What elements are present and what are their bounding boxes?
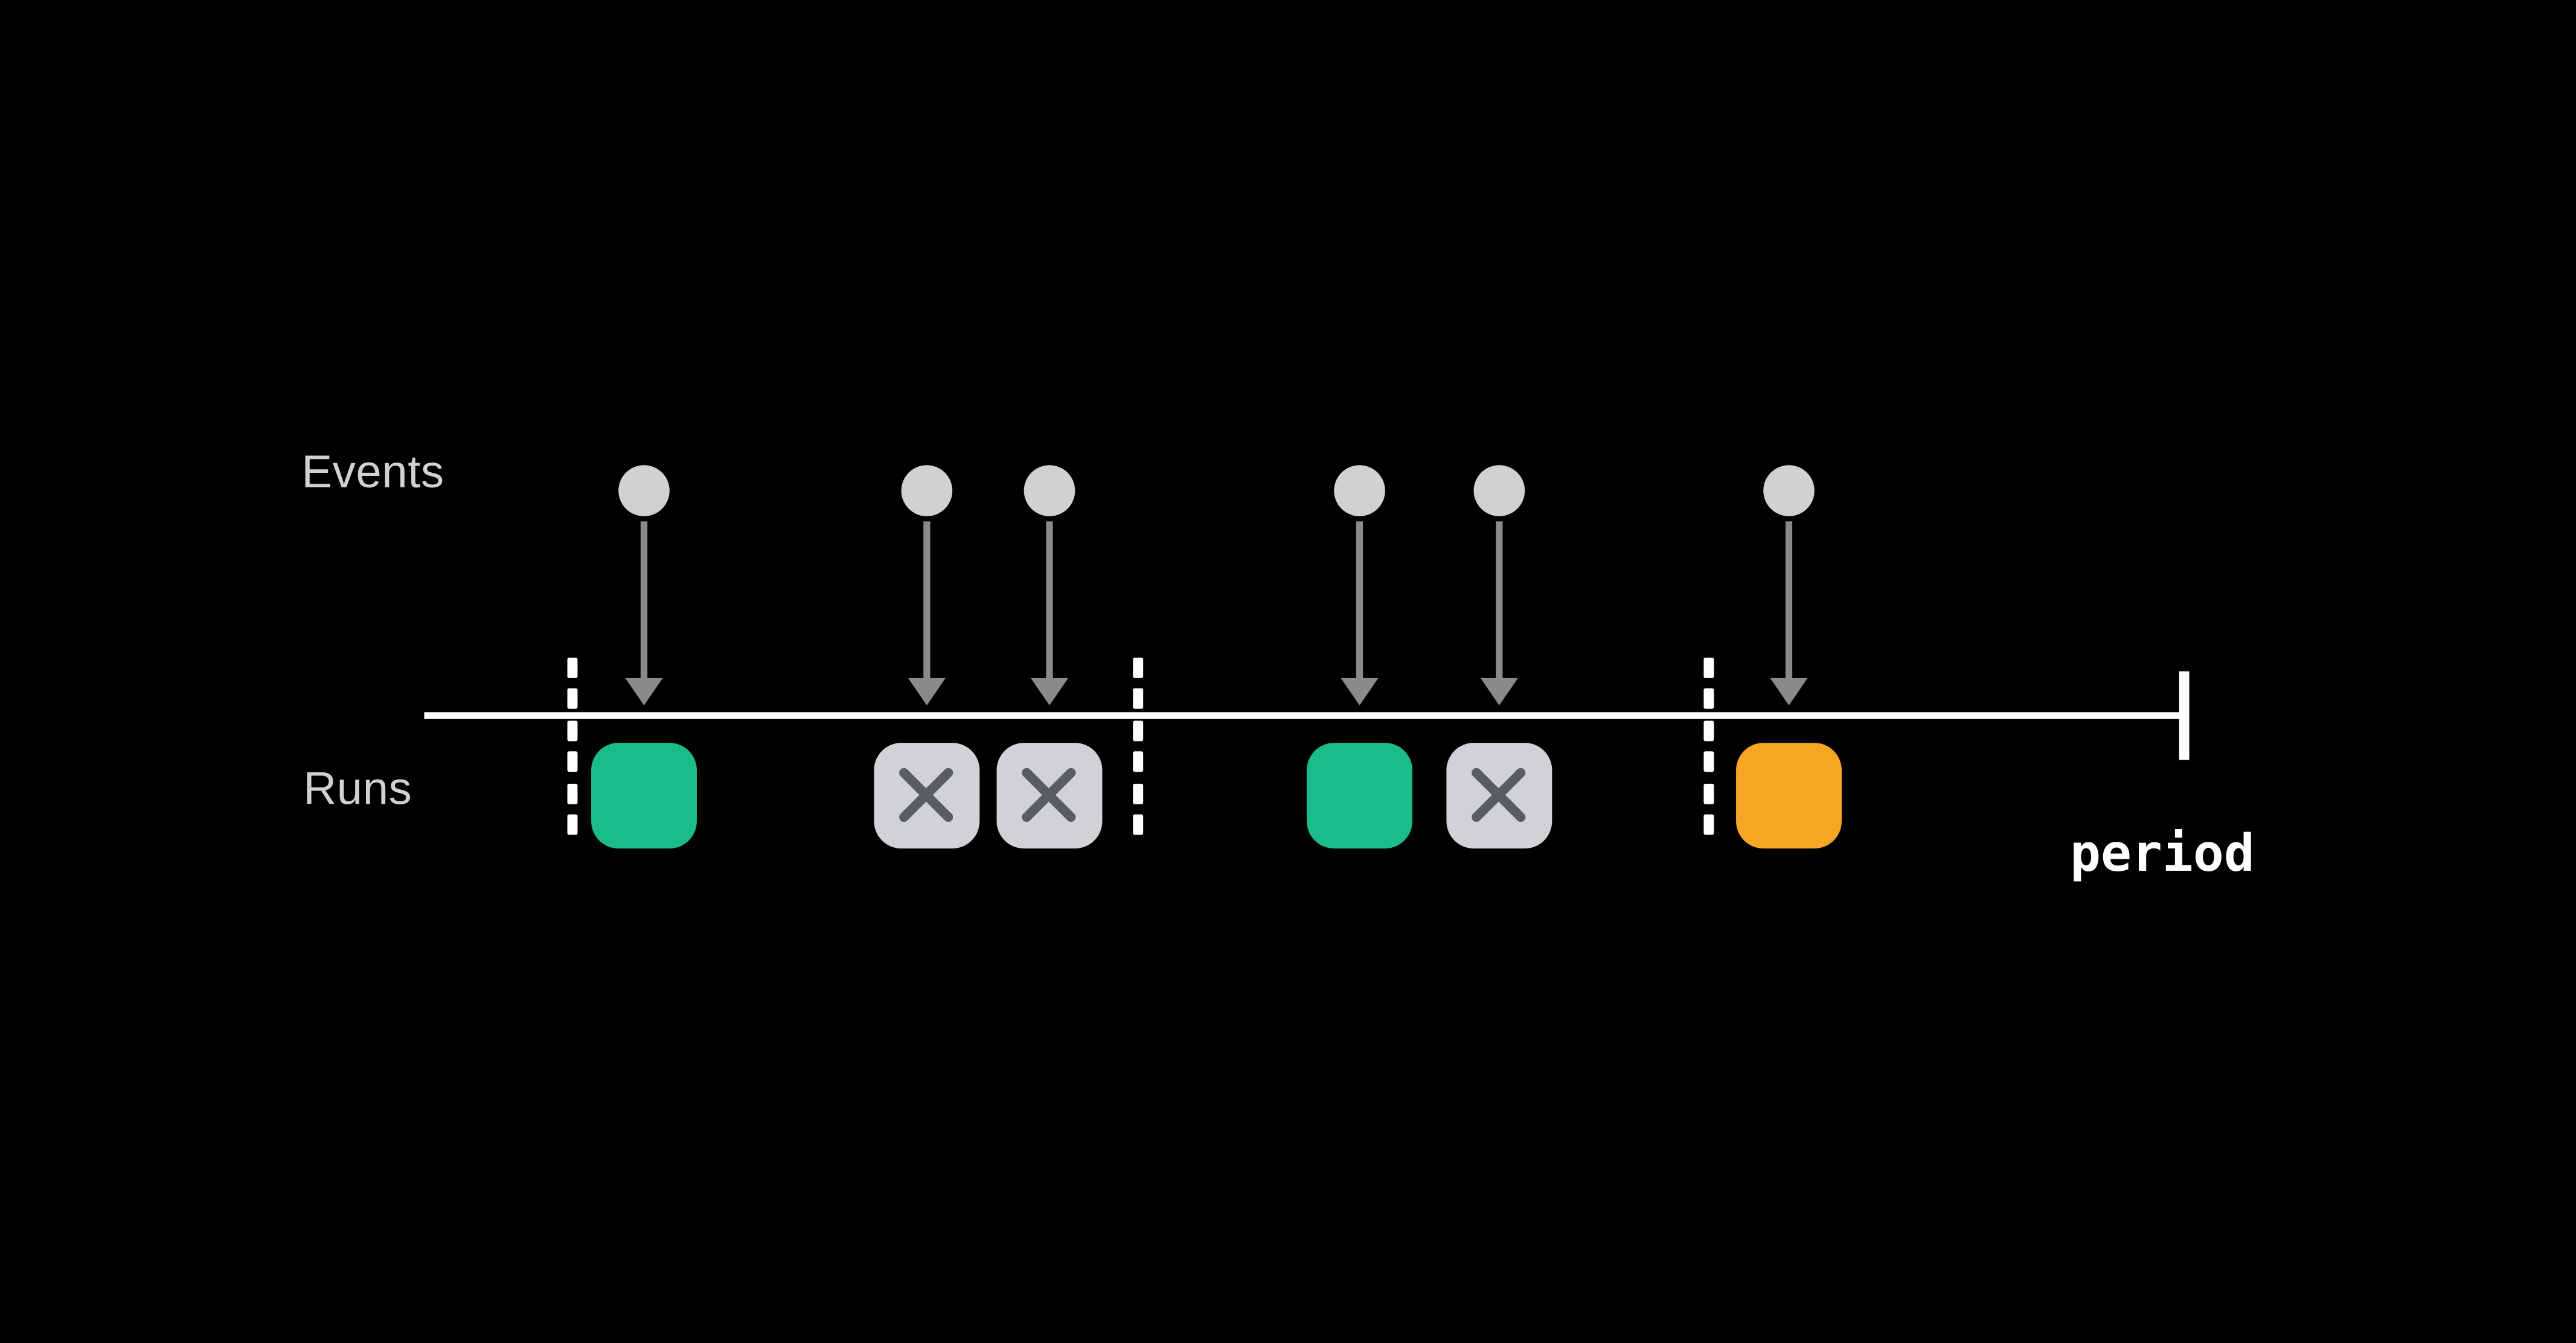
event-arrow-icon	[1031, 522, 1068, 706]
events-label: Events	[301, 447, 444, 499]
timeline-diagram: Events Runs period	[0, 0, 2576, 1342]
x-icon	[1018, 764, 1081, 827]
timeline-end-tick	[2179, 672, 2190, 760]
event-arrow-icon	[908, 522, 946, 706]
event-dot	[1334, 466, 1385, 517]
event-arrow-icon	[1770, 522, 1807, 706]
x-icon	[1467, 764, 1531, 827]
period-separator	[1133, 658, 1143, 835]
run-skipped	[1446, 743, 1552, 848]
runs-label: Runs	[303, 763, 412, 816]
event-arrow-icon	[1481, 522, 1518, 706]
period-label: period	[2070, 825, 2255, 885]
run-success	[1307, 743, 1412, 848]
period-separator	[568, 658, 578, 835]
event-dot	[1763, 466, 1815, 517]
x-icon	[895, 764, 958, 827]
event-dot	[1474, 466, 1525, 517]
period-separator	[1703, 658, 1714, 835]
run-success	[591, 743, 697, 848]
run-pending	[1736, 743, 1842, 848]
run-skipped	[874, 743, 979, 848]
run-skipped	[997, 743, 1103, 848]
event-arrow-icon	[625, 522, 662, 706]
event-dot	[902, 466, 953, 517]
event-dot	[618, 466, 670, 517]
event-arrow-icon	[1341, 522, 1378, 706]
event-dot	[1024, 466, 1075, 517]
timeline-axis	[425, 713, 2185, 719]
